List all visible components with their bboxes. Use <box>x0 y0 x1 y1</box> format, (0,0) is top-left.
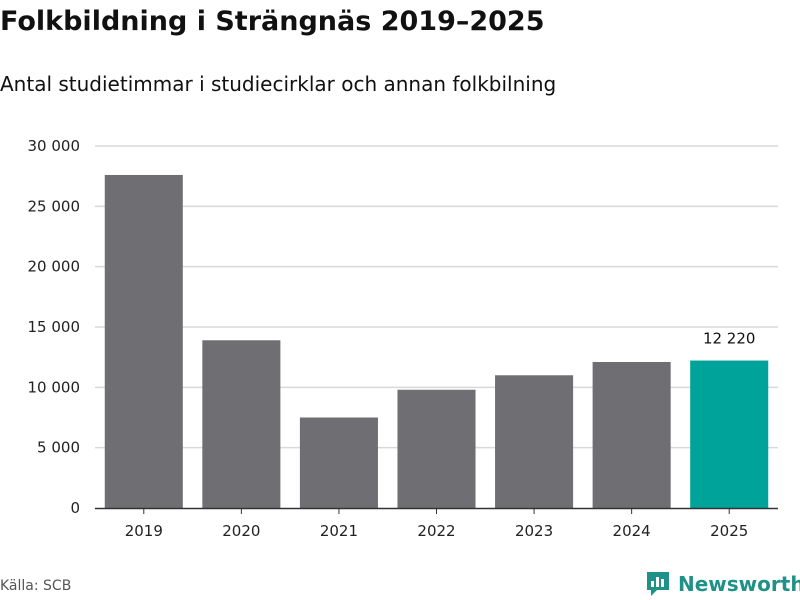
bars <box>104 174 769 508</box>
x-axis-ticks: 2019 2020 2021 2022 2023 2024 2025 <box>125 508 748 540</box>
bar-2023 <box>495 375 574 508</box>
y-tick-label: 25 000 <box>28 197 81 215</box>
bar-2022 <box>397 389 476 508</box>
source-note: Källa: SCB <box>0 578 72 594</box>
bar-2019 <box>104 174 183 508</box>
y-tick-label: 0 <box>70 499 80 517</box>
y-axis-ticks: 0 5 000 10 000 15 000 20 000 25 000 30 000 <box>28 137 81 517</box>
x-tick-label: 2023 <box>515 522 553 540</box>
bar-chart-speech-icon <box>647 572 669 596</box>
data-label-2025: 12 220 <box>703 330 756 348</box>
bar-chart: 0 5 000 10 000 15 000 20 000 25 000 30 000 201… <box>28 137 778 540</box>
y-tick-label: 5 000 <box>37 439 80 457</box>
brand-name: Newsworthy <box>678 572 800 596</box>
chart-title: Folkbildning i Strängnäs 2019–2025 <box>0 6 545 37</box>
x-tick-label: 2019 <box>125 522 163 540</box>
data-labels: 12 220 <box>703 330 756 348</box>
x-tick-label: 2020 <box>222 522 260 540</box>
bar-2024 <box>592 361 671 508</box>
bar-2025 <box>690 360 769 508</box>
bar-2021 <box>299 417 378 508</box>
x-tick-label: 2024 <box>613 522 651 540</box>
y-tick-label: 10 000 <box>28 378 81 396</box>
chart-subtitle: Antal studietimmar i studiecirklar och a… <box>0 72 557 96</box>
x-tick-label: 2022 <box>417 522 455 540</box>
brand-logo: Newsworthy <box>645 569 800 599</box>
y-tick-label: 30 000 <box>28 137 81 155</box>
y-tick-label: 15 000 <box>28 318 81 336</box>
y-tick-label: 20 000 <box>28 258 81 276</box>
x-tick-label: 2025 <box>710 522 748 540</box>
x-tick-label: 2021 <box>320 522 358 540</box>
bar-2020 <box>202 340 281 508</box>
